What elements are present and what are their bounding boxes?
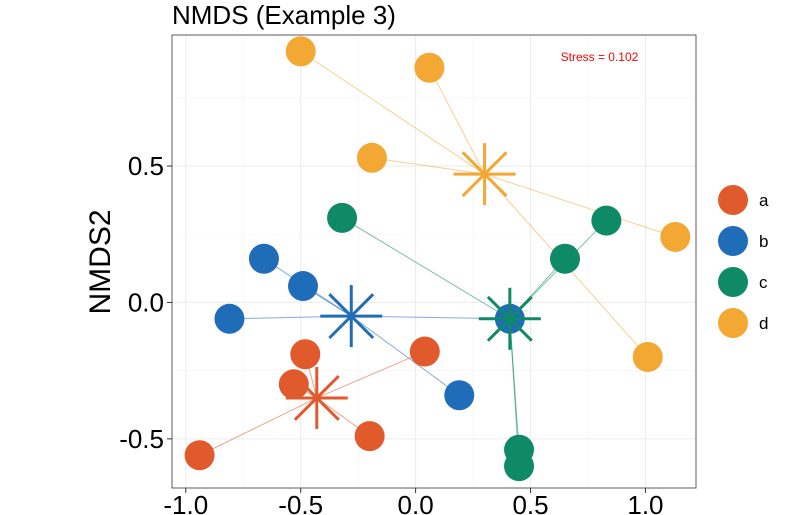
x-tick-label: -0.5 bbox=[278, 490, 323, 515]
y-tick-label: 0.0 bbox=[128, 287, 164, 317]
point-c bbox=[591, 205, 622, 236]
x-tick-label: 0.5 bbox=[512, 490, 548, 515]
legend-key-a bbox=[718, 185, 748, 215]
centroid-d bbox=[453, 143, 516, 206]
point-a bbox=[278, 369, 309, 400]
x-tick-label: -1.0 bbox=[163, 490, 208, 515]
chart-title: NMDS (Example 3) bbox=[172, 0, 396, 30]
centroid-b bbox=[320, 285, 383, 348]
point-d bbox=[414, 52, 445, 83]
centroid-c bbox=[478, 287, 541, 350]
link-line-b bbox=[350, 315, 460, 396]
y-tick-label: 0.5 bbox=[128, 151, 164, 181]
point-c bbox=[504, 451, 535, 482]
link-line-c bbox=[341, 217, 511, 320]
point-a bbox=[354, 421, 385, 452]
centroid-ray bbox=[293, 374, 340, 421]
legend-label-b: b bbox=[759, 232, 768, 251]
point-a bbox=[290, 339, 321, 370]
y-axis-title: NMDS2 bbox=[84, 209, 117, 314]
x-axis-ticks: -1.0 -0.5 0.0 0.5 1.0 bbox=[163, 488, 664, 515]
link-line-d bbox=[484, 173, 676, 238]
legend-key-b bbox=[718, 226, 748, 256]
legend-label-d: d bbox=[759, 314, 768, 333]
point-d bbox=[356, 142, 387, 173]
legend-key-d bbox=[718, 308, 748, 338]
legend: a b c d bbox=[718, 185, 769, 338]
centroid-ray bbox=[328, 293, 375, 340]
y-axis-ticks: -0.5 0.0 0.5 bbox=[119, 151, 172, 454]
plot-panel bbox=[171, 34, 697, 489]
point-d bbox=[660, 221, 691, 252]
point-d bbox=[285, 36, 316, 67]
data-points bbox=[184, 36, 691, 482]
centroid-stars bbox=[285, 143, 541, 429]
link-line-d bbox=[371, 157, 485, 175]
link-line-d bbox=[300, 50, 485, 175]
centroid-ray bbox=[486, 295, 533, 342]
stress-annotation: Stress = 0.102 bbox=[561, 50, 639, 64]
point-d bbox=[632, 342, 663, 373]
point-a bbox=[184, 440, 215, 471]
link-line-a bbox=[316, 351, 426, 399]
link-line-d bbox=[428, 67, 486, 175]
legend-label-c: c bbox=[759, 273, 768, 292]
point-b bbox=[288, 271, 318, 302]
legend-label-a: a bbox=[759, 191, 769, 210]
point-b bbox=[248, 243, 279, 274]
centroid-a bbox=[285, 366, 348, 429]
point-b bbox=[214, 303, 245, 334]
y-tick-label: -0.5 bbox=[119, 424, 164, 454]
link-line-a bbox=[199, 397, 318, 456]
legend-key-c bbox=[718, 267, 748, 297]
x-tick-label: 1.0 bbox=[627, 490, 663, 515]
point-b bbox=[444, 380, 475, 411]
point-c bbox=[327, 202, 358, 233]
point-a bbox=[409, 336, 440, 367]
point-c bbox=[550, 243, 580, 274]
centroid-ray bbox=[461, 151, 508, 198]
x-tick-label: 0.0 bbox=[398, 490, 434, 515]
